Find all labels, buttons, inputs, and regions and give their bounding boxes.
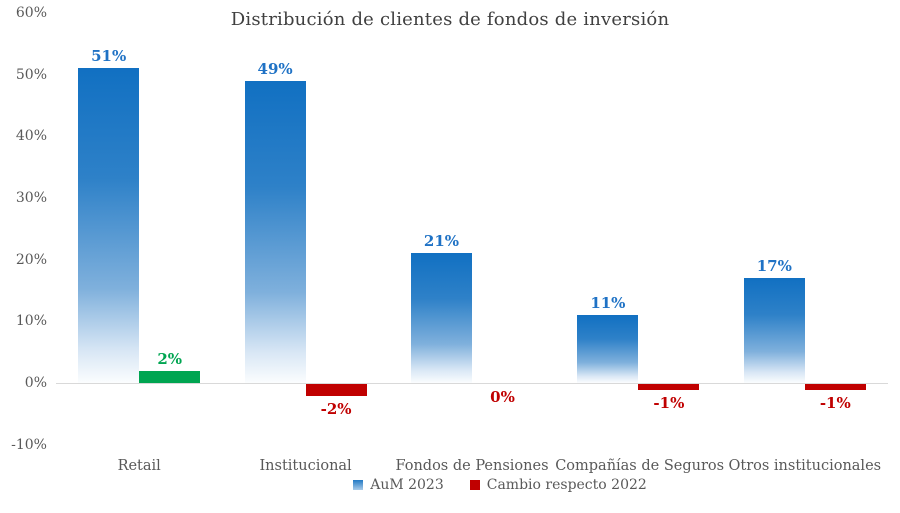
bar-aum-2023: [743, 278, 805, 383]
bar-change-negative: [638, 384, 700, 391]
value-label-aum: 21%: [423, 232, 460, 251]
bar-aum-2023: [244, 80, 306, 383]
value-label-change: 2%: [157, 349, 183, 368]
category-label: Fondos de Pensiones: [395, 458, 549, 474]
legend-label: Cambio respecto 2022: [486, 477, 647, 493]
y-axis-tick-label: 40%: [15, 128, 47, 145]
legend-item-change: Cambio respecto 2022: [469, 477, 647, 493]
value-label-aum: 51%: [91, 47, 127, 66]
bar-aum-2023: [78, 68, 140, 383]
y-axis-tick-label: 10%: [15, 313, 47, 330]
bar-change-positive: [139, 370, 201, 383]
value-label-change: -1%: [819, 394, 851, 413]
category-label: Otros institucionales: [728, 458, 882, 474]
bar-change-negative: [804, 384, 866, 391]
legend-swatch-change: [469, 480, 480, 490]
y-axis-tick-label: 30%: [15, 189, 47, 206]
legend-item-aum: AuM 2023: [353, 477, 444, 493]
value-label-aum: 11%: [590, 294, 626, 313]
value-label-change: 0%: [490, 388, 515, 406]
x-axis-line: [56, 383, 888, 384]
value-label-change: -2%: [320, 400, 352, 419]
legend: AuM 2023 Cambio respecto 2022: [56, 477, 900, 493]
bar-aum-2023: [577, 315, 639, 383]
bar-change-negative: [305, 384, 367, 397]
category-label: Retail: [117, 458, 161, 474]
y-axis-tick-label: -10%: [11, 436, 47, 453]
category-label: Compañías de Seguros: [555, 458, 725, 474]
value-label-aum: 17%: [756, 257, 792, 276]
legend-label: AuM 2023: [370, 477, 444, 493]
value-label-change: -1%: [653, 394, 685, 413]
y-axis-tick-label: 60%: [15, 4, 47, 21]
legend-swatch-aum: [353, 480, 364, 490]
y-axis-tick-label: 20%: [15, 251, 47, 268]
chart-title: Distribución de clientes de fondos de in…: [230, 9, 670, 30]
y-axis-tick-label: 50%: [15, 66, 47, 83]
y-axis-tick-label: 0%: [24, 375, 47, 391]
bar-aum-2023: [411, 253, 472, 383]
category-label: Institucional: [259, 458, 352, 474]
value-label-aum: 49%: [257, 59, 293, 78]
